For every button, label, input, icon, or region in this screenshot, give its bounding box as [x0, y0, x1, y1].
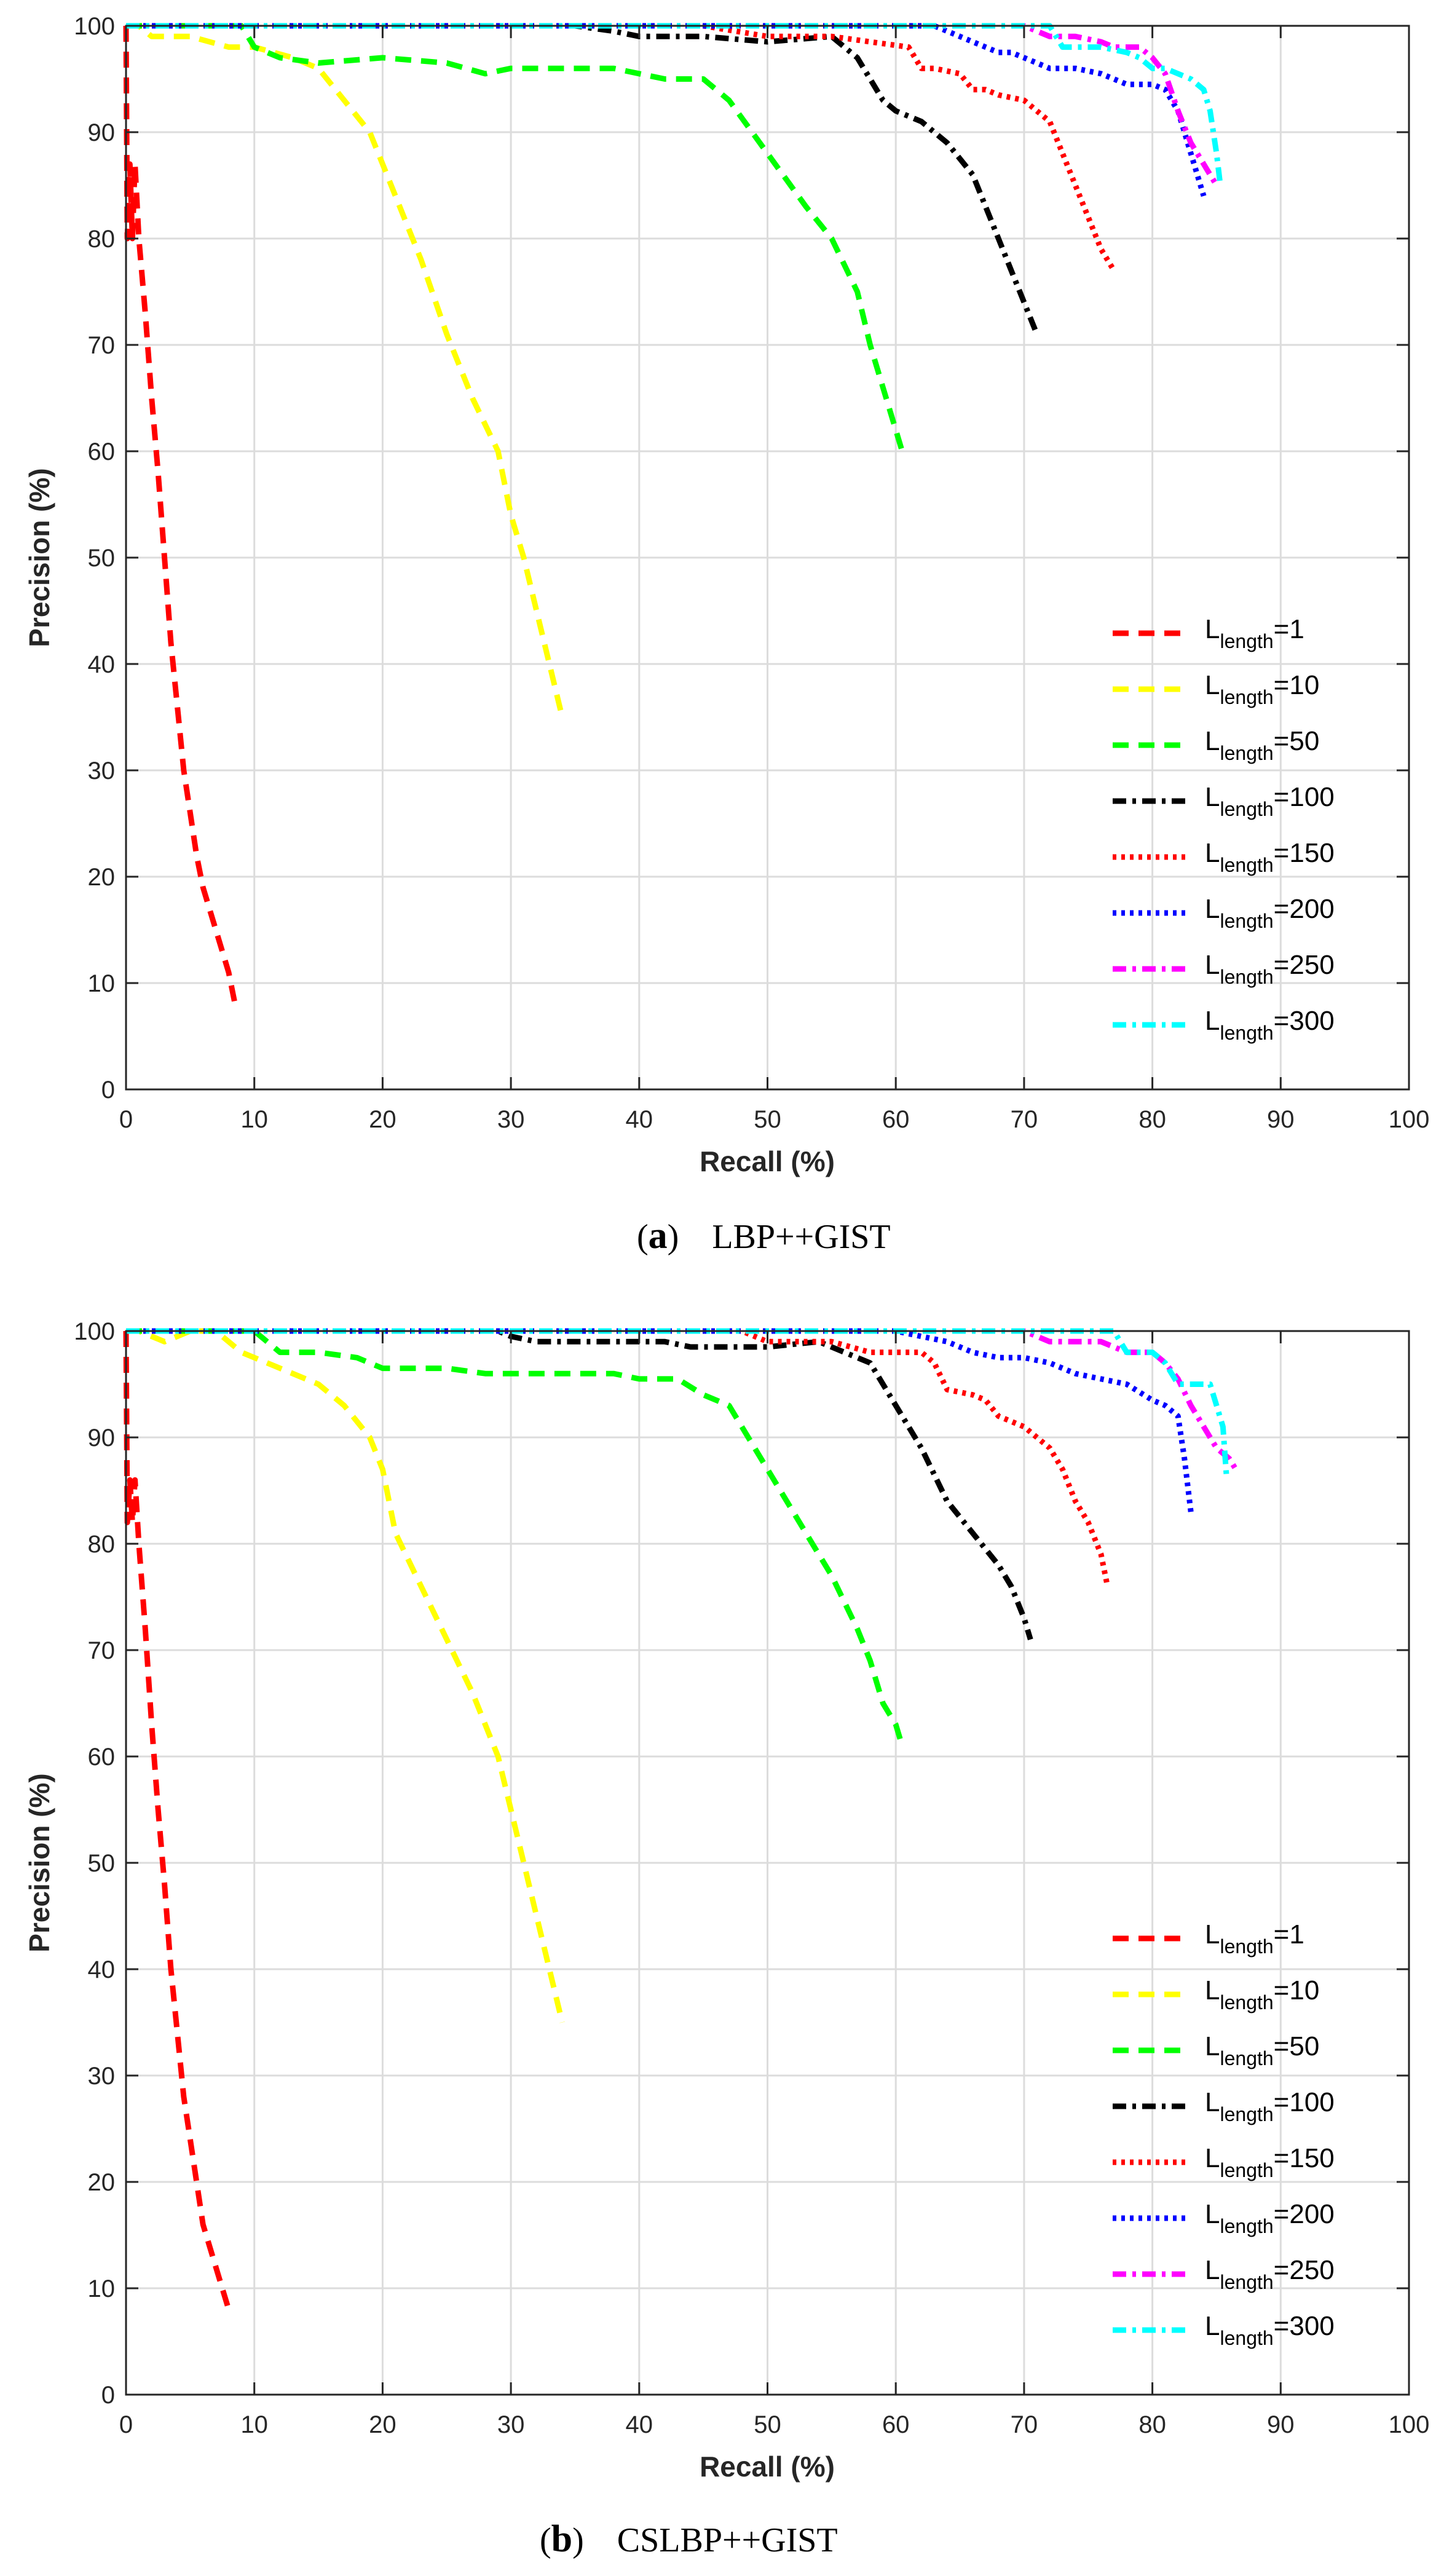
y-tick-label: 10 [88, 970, 116, 997]
x-tick-label: 90 [1267, 2411, 1295, 2438]
x-tick-label: 50 [754, 1106, 781, 1133]
x-tick-labels: 0 10 20 30 40 50 60 70 80 90 100 [119, 1106, 1430, 1133]
y-tick-label: 0 [101, 1077, 115, 1104]
series-line-l50 [126, 23, 905, 452]
y-axis-label: Precision (%) [23, 468, 55, 647]
legend-label: Llength=100 [1205, 2087, 1335, 2125]
y-tick-label: 80 [88, 226, 116, 253]
grid-lines [126, 26, 1409, 1089]
caption-b: (b) CSLBP++GIST [540, 2518, 838, 2560]
x-tick-label: 30 [497, 2411, 525, 2438]
series-line-l250 [126, 23, 1219, 187]
legend: Llength=1 Llength=10 Llength=50 Llength=100… [1113, 1919, 1335, 2349]
series-line-l10 [126, 23, 565, 718]
legend-label: Llength=10 [1205, 670, 1319, 708]
x-tick-label: 60 [882, 2411, 910, 2438]
x-tick-label: 50 [754, 2411, 781, 2438]
legend-label: Llength=1 [1205, 1919, 1304, 1958]
series-line-l250 [126, 1328, 1239, 1471]
y-tick-label: 80 [88, 1531, 116, 1558]
x-tick-label: 100 [1389, 1106, 1430, 1133]
x-tick-label: 0 [119, 2411, 133, 2438]
legend-label: Llength=1 [1205, 614, 1304, 652]
legend-label: Llength=150 [1205, 838, 1335, 876]
x-tick-label: 0 [119, 1106, 133, 1133]
x-tick-label: 80 [1138, 2411, 1166, 2438]
y-tick-labels: 0 10 20 30 40 50 60 70 80 90 100 [74, 1318, 115, 2409]
legend-label: Llength=50 [1205, 726, 1319, 764]
x-axis-label: Recall (%) [700, 2451, 835, 2483]
x-tick-label: 10 [240, 2411, 268, 2438]
x-tick-label: 100 [1389, 2411, 1430, 2438]
series-line-l100 [126, 1328, 1033, 1640]
legend-label: Llength=200 [1205, 894, 1335, 932]
legend-label: Llength=250 [1205, 950, 1335, 988]
caption-letter: b [551, 2518, 572, 2560]
legend-label: Llength=250 [1205, 2255, 1335, 2293]
legend-label: Llength=300 [1205, 2311, 1335, 2349]
series-line-l150 [126, 1328, 1111, 1587]
y-tick-label: 90 [88, 119, 116, 146]
y-tick-label: 10 [88, 2275, 116, 2302]
y-tick-label: 70 [88, 332, 116, 359]
x-tick-label: 20 [369, 2411, 397, 2438]
legend-label: Llength=50 [1205, 2031, 1319, 2069]
y-tick-label: 100 [74, 13, 115, 40]
x-tick-label: 80 [1138, 1106, 1166, 1133]
legend-label: Llength=150 [1205, 2143, 1335, 2181]
legend-label: Llength=100 [1205, 782, 1335, 820]
y-tick-label: 50 [88, 1850, 116, 1877]
y-tick-label: 30 [88, 757, 116, 784]
x-tick-label: 40 [626, 1106, 653, 1133]
y-tick-label: 30 [88, 2063, 116, 2090]
x-tick-label: 70 [1011, 2411, 1038, 2438]
series-line-l100 [126, 23, 1040, 336]
x-tick-label: 70 [1011, 1106, 1038, 1133]
y-tick-label: 40 [88, 651, 116, 678]
y-tick-label: 20 [88, 864, 116, 891]
series-line-l1 [123, 1330, 232, 2310]
x-tick-label: 40 [626, 2411, 653, 2438]
y-tick-label: 90 [88, 1424, 116, 1452]
caption-text: CSLBP++GIST [617, 2521, 838, 2559]
legend: Llength=1 Llength=10 Llength=50 Llength=100… [1113, 614, 1335, 1044]
y-axis-label: Precision (%) [23, 1773, 55, 1952]
x-tick-label: 20 [369, 1106, 397, 1133]
x-tick-label: 30 [497, 1106, 525, 1133]
legend-label: Llength=10 [1205, 1975, 1319, 2013]
chart-panel-b: 0 10 20 30 40 50 60 70 80 90 100 0 10 20 30 40 50 60 70 80… [23, 1318, 1429, 2560]
y-tick-label: 50 [88, 545, 116, 572]
series-line-l300 [126, 1328, 1230, 1480]
x-axis-label: Recall (%) [700, 1145, 835, 1177]
series-line-l150 [126, 23, 1116, 272]
caption-a: (a) LBP++GIST [637, 1215, 891, 1257]
x-tick-label: 90 [1267, 1106, 1295, 1133]
axis-ticks [125, 1330, 1410, 2396]
x-tick-label: 10 [240, 1106, 268, 1133]
chart-panel-a: 0 10 20 30 40 50 60 70 80 90 100 0 10 20 30 40 50 60 70 80… [23, 13, 1429, 1257]
x-tick-label: 60 [882, 1106, 910, 1133]
y-tick-label: 60 [88, 1744, 116, 1771]
grid-lines [126, 1331, 1409, 2395]
y-tick-label: 20 [88, 2169, 116, 2196]
axis-ticks [125, 25, 1410, 1091]
caption-text: LBP++GIST [712, 1218, 890, 1256]
series-line-l300 [126, 23, 1223, 186]
legend-label: Llength=200 [1205, 2199, 1335, 2237]
y-tick-label: 60 [88, 438, 116, 465]
caption-letter: a [649, 1215, 668, 1257]
y-tick-label: 100 [74, 1318, 115, 1345]
y-tick-label: 40 [88, 1956, 116, 1983]
series-line-l50 [126, 1328, 905, 1747]
y-tick-label: 70 [88, 1637, 116, 1664]
x-tick-labels: 0 10 20 30 40 50 60 70 80 90 100 [119, 2411, 1430, 2438]
legend-label: Llength=300 [1205, 1006, 1335, 1044]
y-tick-labels: 0 10 20 30 40 50 60 70 80 90 100 [74, 13, 115, 1104]
y-tick-label: 0 [101, 2382, 115, 2409]
